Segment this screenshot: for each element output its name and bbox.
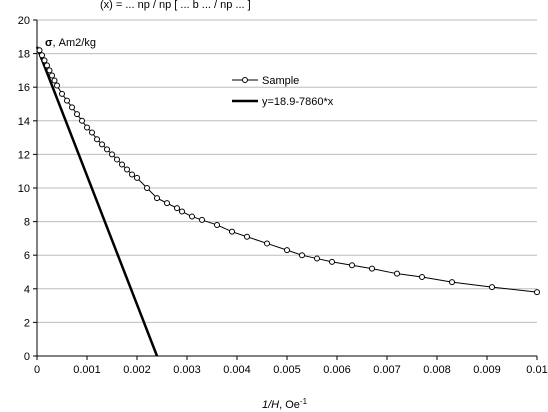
x-axis-unit: , Oe: [279, 399, 300, 411]
x-tick-label: 0.001: [73, 364, 101, 376]
sample-point: [54, 82, 60, 89]
x-tick-label: 0.002: [123, 364, 151, 376]
sample-point: [99, 141, 105, 148]
sample-point: [46, 67, 53, 74]
sample-point: [94, 136, 100, 143]
x-tick-label: 0.007: [373, 364, 401, 376]
sample-point: [49, 72, 55, 79]
sample-point: [449, 279, 455, 286]
fit-line: [35, 46, 159, 357]
x-tick-label: 0.008: [423, 364, 451, 376]
x-tick-label: 0.009: [473, 364, 501, 376]
sample-point: [124, 166, 130, 173]
x-tick-label: 0.005: [273, 364, 301, 376]
sample-point: [109, 151, 115, 158]
sample-point: [244, 233, 250, 240]
y-axis-unit: , Am2/kg: [53, 37, 96, 49]
sample-point: [314, 255, 320, 262]
y-tick-label: 14: [18, 116, 30, 128]
sample-point: [189, 213, 195, 220]
sample-point: [144, 185, 150, 191]
sample-point: [51, 77, 58, 84]
x-axis-exponent: -1: [300, 397, 308, 406]
sample-point: [154, 195, 160, 202]
sample-point: [179, 208, 185, 215]
sample-point: [164, 200, 170, 207]
y-tick-label: 0: [24, 351, 30, 363]
sample-point: [104, 146, 110, 153]
x-axis-main: 1/H: [262, 399, 279, 411]
sample-point: [41, 57, 48, 64]
x-tick-label: 0: [34, 364, 40, 376]
sample-point: [174, 205, 180, 212]
sample-point: [134, 174, 140, 181]
sample-point: [264, 240, 270, 247]
header-fragment: (x) = ... np / np [ ... b ... / np ... ]: [100, 0, 251, 11]
sample-point: [199, 216, 205, 223]
sample-point: [369, 265, 375, 272]
sample-point: [329, 258, 335, 265]
x-axis-label: 1/H, Oe-1: [262, 397, 308, 411]
y-tick-label: 10: [18, 183, 30, 195]
y-tick-label: 18: [18, 49, 30, 61]
y-tick-label: 20: [18, 15, 30, 27]
legend: Sample y=18.9-7860*x: [232, 75, 334, 108]
sample-point: [129, 171, 135, 178]
gridlines: [37, 19, 537, 323]
sample-point: [299, 252, 305, 259]
legend-sample-marker: [242, 77, 248, 83]
y-tick-label: 6: [24, 250, 30, 262]
sample-series: [36, 47, 540, 296]
y-tick-label: 8: [24, 217, 30, 229]
fit-line-series: [35, 46, 159, 357]
sample-point: [36, 47, 43, 54]
sample-point: [59, 90, 65, 97]
x-tick-label: 0.003: [173, 364, 201, 376]
sample-point: [39, 52, 45, 59]
sample-point: [534, 289, 540, 296]
sample-point: [214, 221, 220, 228]
sample-point: [349, 262, 355, 269]
sample-point: [79, 117, 85, 124]
x-tick-labels: 0 0.001 0.002 0.003 0.004 0.005 0.006 0.007 0.00…: [34, 364, 548, 376]
sample-point: [44, 62, 50, 69]
sample-point: [119, 161, 125, 168]
legend-sample-label: Sample: [262, 75, 299, 87]
sample-point: [114, 156, 120, 163]
sample-point: [89, 129, 95, 136]
axes: [33, 19, 538, 360]
sample-point: [64, 97, 70, 104]
y-tick-label: 16: [18, 82, 30, 94]
y-tick-label: 4: [24, 284, 30, 296]
x-tick-label: 0.01: [526, 364, 547, 376]
sample-point: [229, 228, 235, 235]
y-tick-label: 12: [18, 149, 30, 161]
sample-point: [74, 111, 80, 118]
sample-point: [284, 247, 290, 254]
sample-point: [69, 104, 75, 111]
sample-point: [84, 124, 90, 131]
x-tick-label: 0.006: [323, 364, 351, 376]
y-tick-labels: 0 2 4 6 8 10 12 14 16 18 20: [18, 15, 30, 363]
y-tick-label: 2: [24, 317, 30, 329]
x-tick-label: 0.004: [223, 364, 251, 376]
y-axis-symbol: σ: [45, 37, 53, 49]
legend-fit-label: y=18.9-7860*x: [262, 96, 334, 108]
sample-point: [489, 284, 495, 291]
sample-point: [394, 270, 400, 277]
sample-line: [39, 50, 538, 293]
sample-point: [419, 274, 425, 281]
y-axis-label: σ, Am2/kg: [45, 37, 96, 49]
